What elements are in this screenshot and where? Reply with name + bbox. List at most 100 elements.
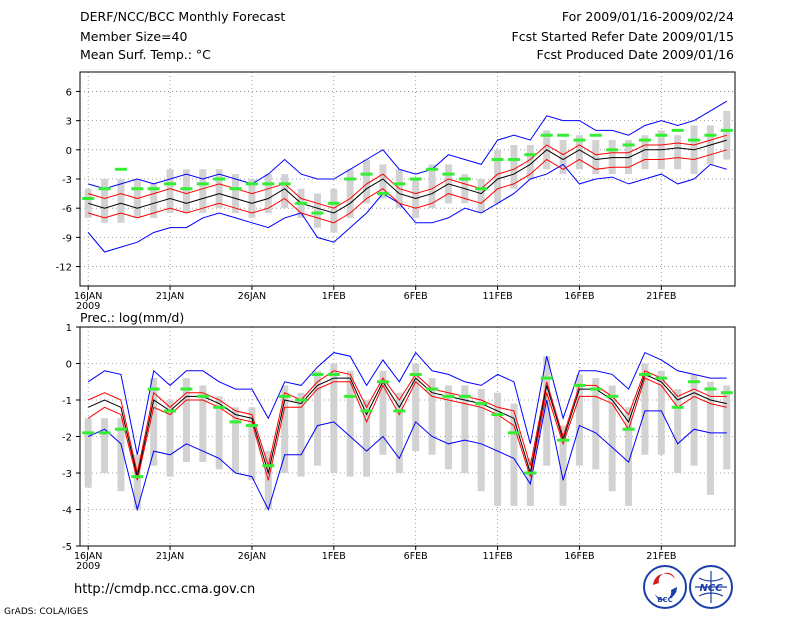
prec-spread-box (510, 403, 518, 506)
temp-mean-line (88, 139, 727, 214)
temp-spread-box (313, 193, 321, 228)
prec-spread-box (297, 392, 305, 477)
prec-y-tick-label: 1 (66, 323, 72, 334)
bcc-logo-text: BCC (657, 596, 673, 604)
temp-spread-box (526, 144, 534, 179)
temp-p25-line (88, 149, 727, 224)
prec-x-tick-label: 26JAN (238, 551, 266, 562)
temp-y-tick-label: -3 (62, 175, 72, 186)
temp-x-tick-label: 16JAN (74, 291, 102, 302)
temp-p75-line (88, 134, 727, 209)
prec-spread-box (133, 454, 141, 510)
prec-spread-box (657, 370, 665, 455)
temp-x-tick-label: 26JAN (238, 291, 266, 302)
prec-x-tick-label: 21JAN (156, 551, 184, 562)
temp-y-tick-label: 6 (66, 87, 72, 98)
prec-spread-box (182, 378, 190, 463)
temp-y-tick-label: -6 (62, 204, 72, 215)
temp-x-tick-label: 16FEB (564, 291, 594, 302)
temp-spread-box (232, 174, 240, 214)
prec-spread-box (84, 418, 92, 488)
temp-min-line (88, 100, 728, 190)
prec-y-tick-label: -4 (62, 506, 72, 517)
temp-y-tick-label: -9 (62, 233, 72, 244)
grads-credit: GrADS: COLA/IGES (4, 607, 89, 617)
temp-x-tick-label: 21JAN (156, 291, 184, 302)
prec-p75-line (87, 370, 727, 474)
prec-spread-box (543, 356, 551, 466)
prec-spread-box (608, 385, 616, 492)
temp-spread-box (281, 174, 289, 209)
temp-spread-box (199, 169, 207, 214)
bcc-logo: BCC (643, 565, 687, 609)
prec-mean-line (87, 373, 727, 477)
prec-x-tick-label: 16FEB (564, 551, 594, 562)
prec-spread-box (248, 407, 256, 481)
forecast-range-label: For 2009/01/16-2009/02/24 (561, 9, 734, 24)
prec-spread-box (313, 370, 321, 466)
prec-spread-box (363, 400, 371, 477)
prec-y-tick-label: -1 (62, 396, 72, 407)
temp-spread-box (575, 135, 583, 170)
prec-x-tick-label: 21FEB (646, 551, 676, 562)
prec-x-tick-label: 1FEB (322, 551, 346, 562)
temp-spread-box (723, 110, 731, 160)
temp-spread-box (346, 169, 354, 218)
prec-spread-box (232, 407, 240, 473)
prec-x-tick-label: 6FEB (404, 551, 428, 562)
bcc-logo-swirl-blue (655, 587, 678, 601)
prec-spread-box (379, 370, 387, 455)
ncc-logo-meridian (695, 571, 727, 603)
prec-max-line (87, 351, 727, 455)
temp-spread-box (379, 164, 387, 199)
prec-spread-box (477, 389, 485, 492)
prec-spread-box (559, 425, 567, 506)
temp-x-tick-label: 11FEB (483, 291, 513, 302)
source-url-link[interactable]: http://cmdp.ncc.cma.gov.cn (74, 582, 256, 597)
temp-x-tick-label: 21FEB (646, 291, 676, 302)
precipitation-panel: -5 -4 -3 -2 -1 0 1 16JAN 21JAN 26JAN 1FEB 6FEB 11FEB… (62, 323, 736, 572)
prec-spread-box (575, 374, 583, 466)
temp-spread-box (215, 169, 223, 209)
temp-spread-box (510, 144, 518, 189)
prec-spread-box (346, 370, 354, 477)
member-size-label: Member Size=40 (80, 29, 188, 44)
temp-spread-box (248, 179, 256, 218)
temp-spread-box (559, 140, 567, 175)
temp-x-tick-label: 6FEB (404, 291, 428, 302)
prec-spread-box (166, 400, 174, 477)
prec-spread-box (215, 396, 223, 470)
prec-spread-box (674, 389, 682, 473)
temp-spread-box (166, 169, 174, 214)
precipitation-variable-label: Prec.: log(mm/d) (80, 310, 185, 325)
temp-spread-box (592, 140, 600, 175)
prec-x-tick-label: 11FEB (483, 551, 513, 562)
prec-spread-box (101, 418, 109, 473)
temp-y-tick-label: -12 (56, 263, 72, 274)
prec-x-tick-label: 16JAN (74, 551, 102, 562)
prec-spread-box (690, 374, 698, 466)
prec-y-tick-label: -3 (62, 469, 72, 480)
ncc-logo: NCC (689, 565, 733, 609)
temp-spread-box (117, 179, 125, 223)
prec-spread-box (428, 378, 436, 455)
prec-y-tick-label: -2 (62, 433, 72, 444)
temp-y-tick-label: 0 (66, 146, 72, 157)
temp-max-line (87, 163, 727, 253)
forecast-produced-label: Fcst Produced Date 2009/01/16 (536, 47, 734, 62)
temp-spread-box (428, 164, 436, 209)
prec-spread-box (199, 385, 207, 463)
temp-spread-box (150, 183, 158, 218)
temp-spread-box (674, 135, 682, 170)
bcc-logo-swirl-red (653, 572, 675, 585)
prec-spread-box (625, 407, 633, 506)
bcc-logo-ring (643, 565, 687, 609)
prec-spread-box (395, 392, 403, 473)
temp-spread-box (182, 169, 190, 214)
prec-spread-box (150, 378, 158, 466)
prec-spread-box (444, 385, 452, 470)
temp-x-tick-label: 1FEB (322, 291, 346, 302)
prec-spread-box (723, 385, 731, 470)
prec-spread-box (461, 385, 469, 473)
temp-y-tick-label: 3 (66, 117, 72, 128)
